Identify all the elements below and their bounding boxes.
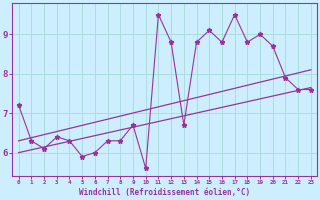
X-axis label: Windchill (Refroidissement éolien,°C): Windchill (Refroidissement éolien,°C) (79, 188, 250, 197)
